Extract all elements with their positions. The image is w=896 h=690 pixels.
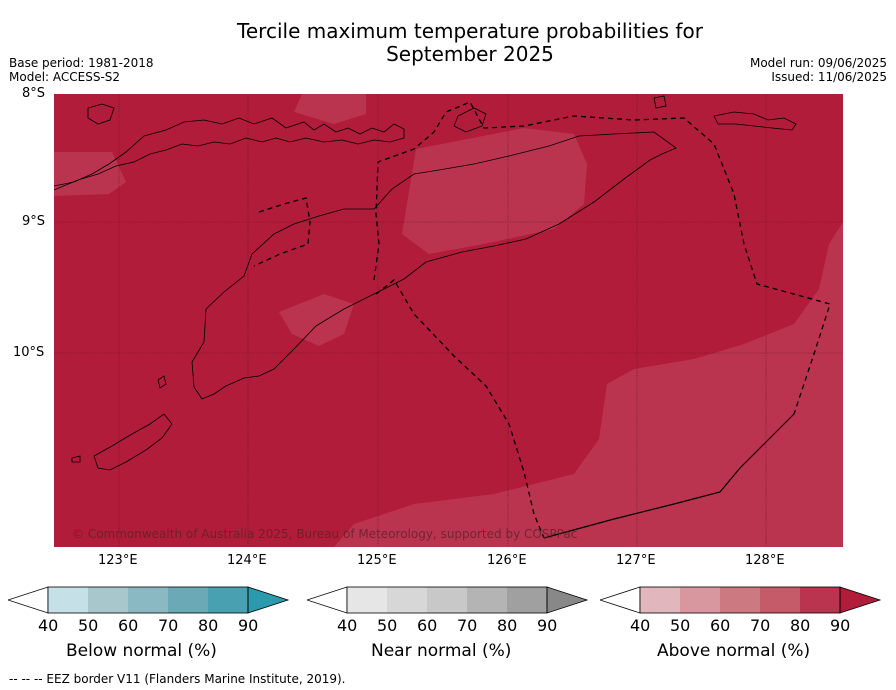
eez-west-boundary — [375, 279, 545, 539]
eez-oecusse — [253, 197, 311, 267]
lon-label-125e: 125°E — [357, 553, 397, 568]
cb-below-tick-60: 60 — [118, 616, 139, 635]
cb-near-tick-60: 60 — [417, 616, 438, 635]
lon-label-123e: 123°E — [98, 553, 138, 568]
cb-near-tick-50: 50 — [377, 616, 398, 635]
island-b — [453, 107, 487, 133]
colorbar-near-high-triangle — [546, 586, 589, 614]
lon-label-127e: 127°E — [616, 553, 656, 568]
cb-near-tick-80: 80 — [497, 616, 518, 635]
probability-patch-south — [279, 294, 354, 346]
timor-coast — [191, 131, 677, 400]
coastlines — [54, 95, 797, 471]
colorbar-below — [8, 586, 290, 614]
colorbar-above-high-triangle — [839, 586, 882, 614]
colorbar-above — [600, 586, 882, 614]
meta-right: Model run: 09/06/2025 Issued: 11/06/2025 — [750, 56, 887, 84]
colorbar-near-low-triangle — [307, 586, 348, 614]
colorbar-above-label: Above normal (%) — [657, 641, 811, 661]
colorbar-below-outline — [47, 586, 249, 614]
cb-below-tick-40: 40 — [38, 616, 59, 635]
cb-below-tick-80: 80 — [198, 616, 219, 635]
colorbar-near-50 — [347, 587, 387, 613]
colorbar-below-80 — [168, 587, 208, 613]
colorbar-below-70 — [128, 587, 168, 613]
probability-patch-southeast — [334, 222, 843, 547]
colorbar-near-70 — [427, 587, 467, 613]
lon-label-126e: 126°E — [487, 553, 527, 568]
cb-below-tick-90: 90 — [238, 616, 259, 635]
probability-patch-north — [294, 94, 366, 124]
colorbar-below-high-triangle — [247, 586, 290, 614]
cb-near-tick-40: 40 — [337, 616, 358, 635]
colorbar-above-70 — [720, 587, 760, 613]
colorbar-above-50 — [640, 587, 680, 613]
meta-left: Base period: 1981-2018 Model: ACCESS-S2 — [9, 56, 154, 84]
lon-label-124e: 124°E — [227, 553, 267, 568]
colorbar-above-80 — [760, 587, 800, 613]
cb-below-tick-70: 70 — [158, 616, 179, 635]
lat-label-8s: 8°S — [22, 86, 46, 101]
colorbar-below-label: Below normal (%) — [66, 641, 217, 661]
lat-label-9s: 9°S — [22, 214, 46, 229]
model-name: Model: ACCESS-S2 — [9, 70, 121, 84]
rote-coast — [93, 413, 173, 471]
wetar-coast — [713, 111, 797, 131]
islet-a — [71, 455, 81, 463]
colorbar-above-outline — [639, 586, 841, 614]
lat-label-10s: 10°S — [13, 345, 45, 360]
island-a — [87, 103, 115, 125]
colorbar-above-low-triangle — [600, 586, 641, 614]
colorbar-near-outline — [346, 586, 548, 614]
cb-above-tick-90: 90 — [830, 616, 851, 635]
base-period: Base period: 1981-2018 — [9, 56, 154, 70]
colorbar-below-90 — [208, 587, 248, 613]
map-panel — [54, 94, 843, 547]
cb-near-tick-70: 70 — [457, 616, 478, 635]
title-line-1: Tercile maximum temperature probabilitie… — [237, 19, 703, 43]
cb-above-tick-50: 50 — [670, 616, 691, 635]
colorbar-near-60 — [387, 587, 427, 613]
colorbar-near — [307, 586, 589, 614]
island-c — [653, 95, 667, 109]
cb-above-tick-80: 80 — [790, 616, 811, 635]
colorbar-below-low-triangle — [8, 586, 49, 614]
cb-above-tick-60: 60 — [710, 616, 731, 635]
colorbar-above-90 — [800, 587, 840, 613]
eez-border — [253, 101, 831, 539]
cb-above-tick-70: 70 — [750, 616, 771, 635]
copyright-notice: © Commonwealth of Australia 2025, Bureau… — [72, 527, 578, 541]
colorbar-near-90 — [507, 587, 547, 613]
title-line-2: September 2025 — [386, 42, 554, 66]
cb-above-tick-40: 40 — [630, 616, 651, 635]
colorbar-near-80 — [467, 587, 507, 613]
page-title: Tercile maximum temperature probabilitie… — [0, 20, 896, 66]
lon-label-128e: 128°E — [745, 553, 785, 568]
colorbar-below-50 — [48, 587, 88, 613]
eez-footnote: -- -- -- EEZ border V11 (Flanders Marine… — [9, 672, 346, 686]
cb-near-tick-90: 90 — [537, 616, 558, 635]
colorbar-below-60 — [88, 587, 128, 613]
eez-timor-leste — [373, 101, 831, 415]
colorbar-above-60 — [680, 587, 720, 613]
issued-date: Issued: 11/06/2025 — [771, 70, 887, 84]
colorbar-near-label: Near normal (%) — [371, 641, 512, 661]
cb-below-tick-50: 50 — [78, 616, 99, 635]
eez-solid-segment — [543, 413, 795, 539]
model-run: Model run: 09/06/2025 — [749, 56, 887, 70]
probability-patch-timor — [402, 128, 587, 254]
probability-patch-west — [54, 152, 126, 196]
flores-coast — [54, 117, 405, 191]
islet-b — [157, 375, 167, 389]
